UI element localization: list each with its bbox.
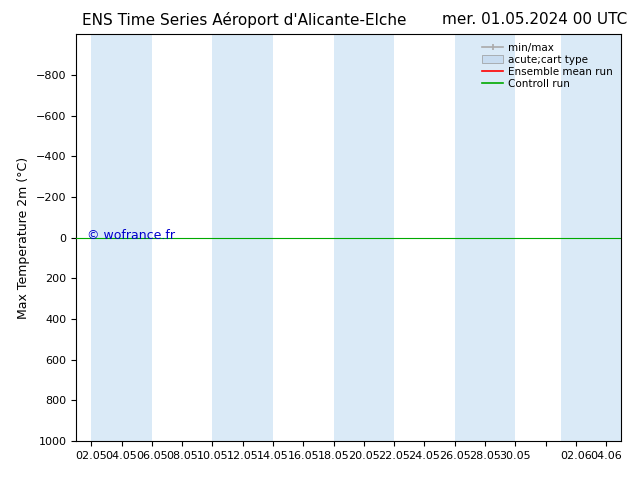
Text: ENS Time Series Aéroport d'Alicante-Elche: ENS Time Series Aéroport d'Alicante-Elch… xyxy=(82,12,407,28)
Text: mer. 01.05.2024 00 UTC: mer. 01.05.2024 00 UTC xyxy=(443,12,628,27)
Bar xyxy=(455,34,515,441)
Bar xyxy=(212,34,273,441)
Text: © wofrance.fr: © wofrance.fr xyxy=(87,229,175,242)
Y-axis label: Max Temperature 2m (°C): Max Temperature 2m (°C) xyxy=(17,157,30,318)
Bar xyxy=(91,34,152,441)
Bar xyxy=(560,34,621,441)
Legend: min/max, acute;cart type, Ensemble mean run, Controll run: min/max, acute;cart type, Ensemble mean … xyxy=(479,40,616,92)
Bar xyxy=(333,34,394,441)
